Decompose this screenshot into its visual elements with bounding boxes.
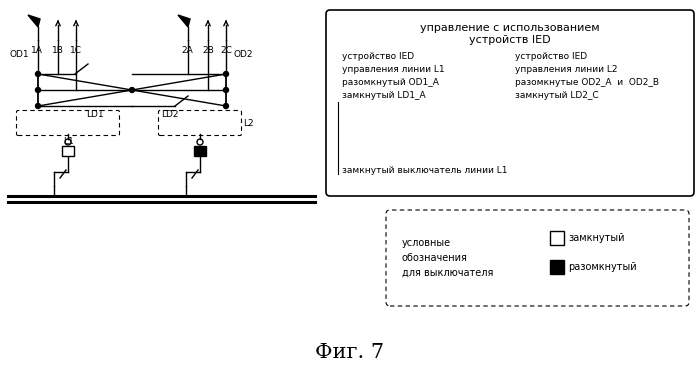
- Text: разомкнутый OD1_A: разомкнутый OD1_A: [342, 78, 439, 87]
- Text: разомкнутый: разомкнутый: [568, 262, 636, 272]
- Text: устройство IED: устройство IED: [342, 51, 414, 60]
- Circle shape: [36, 103, 41, 109]
- Polygon shape: [28, 15, 40, 27]
- Circle shape: [223, 71, 228, 76]
- Text: устройство IED: устройство IED: [515, 51, 587, 60]
- Text: управления линии L1: управления линии L1: [342, 65, 444, 74]
- Text: замкнутый LD1_A: замкнутый LD1_A: [342, 91, 426, 100]
- Text: 1B: 1B: [52, 46, 64, 55]
- Text: OD1: OD1: [10, 49, 29, 58]
- Bar: [62, 146, 74, 156]
- Text: 2B: 2B: [202, 46, 214, 55]
- Text: 2A: 2A: [181, 46, 193, 55]
- Bar: [550, 231, 564, 245]
- Text: условные
обозначения
для выключателя: условные обозначения для выключателя: [402, 238, 493, 278]
- Text: управление с использованием: управление с использованием: [420, 23, 600, 33]
- Text: замкнутый LD2_C: замкнутый LD2_C: [515, 91, 598, 100]
- FancyBboxPatch shape: [326, 10, 694, 196]
- Text: L1: L1: [62, 137, 74, 146]
- Text: L2: L2: [243, 118, 253, 127]
- Text: LD1: LD1: [86, 110, 104, 119]
- Text: устройств IED: устройств IED: [469, 35, 551, 45]
- Text: Фиг. 7: Фиг. 7: [316, 343, 384, 361]
- Text: замкнутый выключатель линии L1: замкнутый выключатель линии L1: [342, 165, 508, 174]
- Text: LD2: LD2: [161, 110, 178, 119]
- Text: OD2: OD2: [234, 49, 253, 58]
- Polygon shape: [178, 15, 190, 27]
- FancyBboxPatch shape: [386, 210, 689, 306]
- Circle shape: [130, 87, 134, 93]
- Bar: [194, 146, 206, 156]
- Text: замкнутый: замкнутый: [568, 233, 624, 243]
- Text: 1C: 1C: [70, 46, 82, 55]
- Circle shape: [223, 103, 228, 109]
- Text: разомкнутые OD2_A  и  OD2_B: разомкнутые OD2_A и OD2_B: [515, 78, 659, 87]
- Circle shape: [36, 87, 41, 93]
- Text: управления линии L2: управления линии L2: [515, 65, 617, 74]
- Text: 2C: 2C: [220, 46, 232, 55]
- Circle shape: [36, 71, 41, 76]
- Bar: [550, 260, 564, 274]
- Circle shape: [223, 87, 228, 93]
- Text: 1A: 1A: [31, 46, 43, 55]
